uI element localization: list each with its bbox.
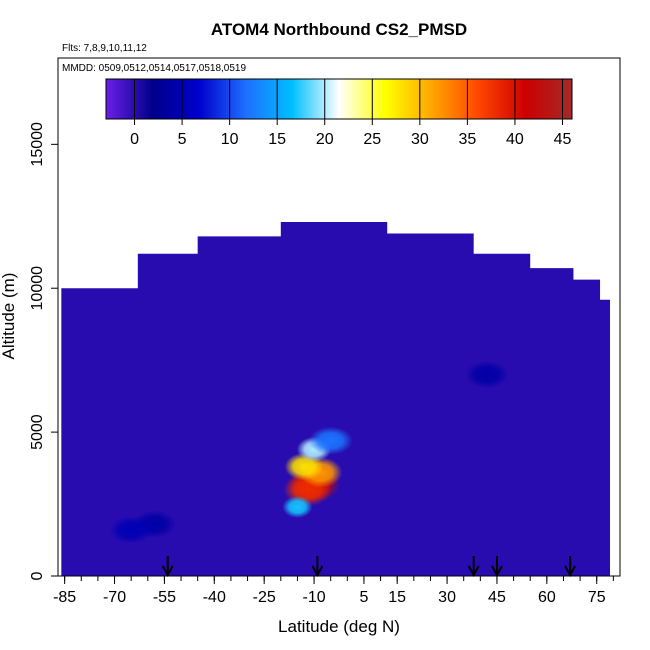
colorbar-tick-label: 15: [268, 131, 286, 148]
colorbar-gradient: [105, 78, 573, 120]
colorbar-tick-label: 35: [458, 131, 476, 148]
colorbar-tick-label: 10: [221, 131, 239, 148]
x-tick-label: 60: [538, 589, 556, 606]
x-axis-label: Latitude (deg N): [278, 617, 400, 636]
x-tick-label: -40: [203, 589, 226, 606]
colorbar-tick-label: 0: [130, 131, 139, 148]
anomaly-blob: [109, 515, 154, 544]
colorbar-tick-label: 30: [411, 131, 429, 148]
colorbar: 0 5 10 15 20 25 30 35 40 45: [105, 78, 573, 148]
y-tick-label: 10000: [29, 266, 46, 311]
flight-arrows: [161, 556, 576, 578]
x-tick-label: -85: [53, 589, 76, 606]
y-tick-label: 15000: [29, 122, 46, 167]
anomaly-blob: [464, 360, 509, 389]
y-axis: 0 5000 10000 15000: [29, 122, 58, 580]
flight-arrow: [311, 556, 324, 578]
x-axis: -85 -70 -55 -40 -25 -10 5 15 30 45 60 75: [53, 576, 614, 606]
anomaly-blob: [282, 495, 313, 518]
x-tick-label: -70: [103, 589, 126, 606]
x-tick-label: 15: [388, 589, 406, 606]
colorbar-tick-label: 40: [506, 131, 524, 148]
colorbar-tick-label: 20: [316, 131, 334, 148]
heatmap-field: [61, 222, 611, 577]
flight-arrow: [491, 556, 503, 578]
y-tick-label: 5000: [29, 414, 46, 450]
x-tick-label: -25: [253, 589, 276, 606]
x-tick-label: -10: [302, 589, 325, 606]
flight-arrow: [467, 556, 480, 578]
y-axis-label: Altitude (m): [0, 273, 18, 360]
field-background: [61, 222, 611, 577]
colorbar-tick-label: 25: [363, 131, 381, 148]
colorbar-tick-label: 45: [554, 131, 572, 148]
flight-arrow: [564, 556, 576, 578]
chart-title: ATOM4 Northbound CS2_PMSD: [211, 20, 467, 39]
x-tick-label: 5: [359, 589, 368, 606]
anomaly-blob: [308, 426, 353, 455]
x-tick-label: 45: [488, 589, 506, 606]
flight-arrow: [161, 556, 174, 578]
x-tick-label: 75: [588, 589, 606, 606]
plot-frame: [57, 57, 621, 577]
colorbar-tick-label: 5: [178, 131, 187, 148]
x-tick-label: 30: [438, 589, 456, 606]
dates-note: MMDD: 0509,0512,0514,0517,0518,0519: [62, 63, 246, 74]
y-tick-label: 0: [29, 571, 46, 580]
x-tick-label: -55: [153, 589, 176, 606]
flights-note: Flts: 7,8,9,10,11,12: [62, 43, 147, 54]
